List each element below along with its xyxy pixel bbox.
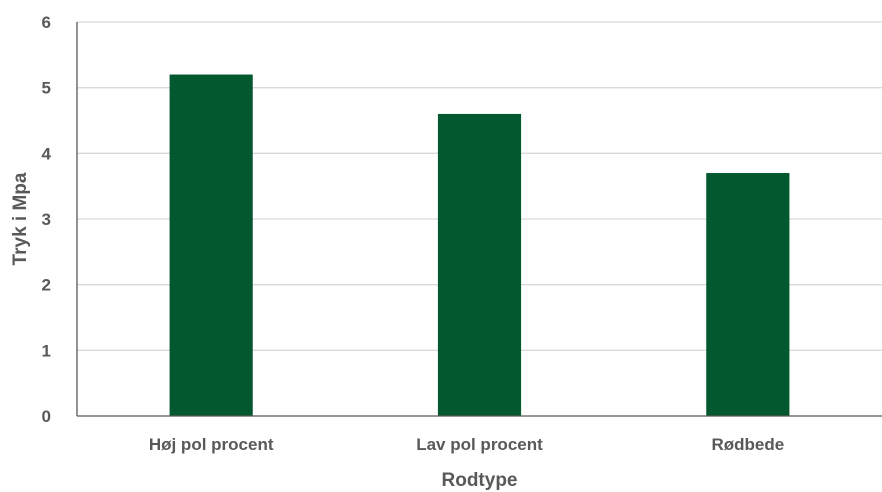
- y-tick-label: 6: [42, 13, 51, 32]
- y-tick-label: 3: [42, 210, 51, 229]
- y-tick-label: 2: [42, 276, 51, 295]
- x-axis-title: Rodtype: [442, 470, 518, 491]
- axes: [76, 22, 882, 417]
- bar: [706, 173, 790, 416]
- x-tick-label: Høj pol procent: [149, 435, 274, 454]
- y-tick-label: 0: [42, 407, 51, 426]
- y-tick-label: 1: [42, 341, 51, 360]
- y-tick-label: 5: [42, 79, 51, 98]
- x-tick-labels: Høj pol procent Lav pol procent Rødbede: [149, 435, 784, 454]
- y-axis-title: Tryk i Mpa: [10, 172, 31, 265]
- bars: [169, 74, 790, 417]
- y-tick-labels: 0 1 2 3 4 5 6: [42, 13, 52, 426]
- bar: [437, 113, 522, 416]
- x-tick-label: Rødbede: [711, 435, 784, 454]
- bar: [169, 74, 253, 417]
- y-tick-label: 4: [42, 144, 52, 163]
- x-tick-label: Lav pol procent: [416, 435, 543, 454]
